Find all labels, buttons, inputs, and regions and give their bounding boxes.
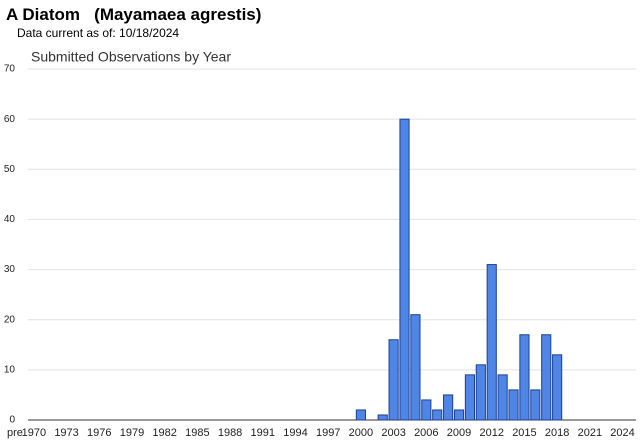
bar: [519, 334, 530, 421]
x-tick-label: 2015: [512, 427, 536, 439]
x-tick-label: 1979: [120, 427, 144, 439]
x-tick-label: 1994: [283, 427, 307, 439]
x-tick-label: 2003: [381, 427, 405, 439]
bar: [432, 409, 443, 421]
x-tick-label: 2009: [447, 427, 471, 439]
x-tick-label: 1991: [251, 427, 275, 439]
bar: [530, 389, 541, 421]
page-subtitle: Data current as of: 10/18/2024: [17, 26, 180, 40]
page-title: A Diatom (Mayamaea agrestis): [6, 5, 262, 24]
x-tick-label: 2024: [610, 427, 634, 439]
chart-title: Submitted Observations by Year: [31, 49, 231, 65]
y-tick-label: 60: [4, 114, 16, 125]
bar: [486, 264, 497, 421]
bar: [410, 314, 421, 421]
bar: [355, 409, 366, 421]
x-tick-label: 1976: [87, 427, 111, 439]
x-tick-label: pre: [7, 427, 23, 439]
x-tick-label: 1997: [316, 427, 340, 439]
x-tick-label: 2006: [414, 427, 438, 439]
x-tick-label: 1973: [54, 427, 78, 439]
bar: [453, 409, 465, 421]
bar: [421, 399, 432, 421]
x-tick-label: 2021: [578, 427, 602, 439]
bar: [508, 389, 519, 421]
y-tick-label: 40: [4, 214, 16, 225]
bar: [475, 364, 486, 421]
y-tick-label: 10: [4, 364, 16, 375]
x-tick-label: 2000: [349, 427, 373, 439]
x-tick-label: 2012: [479, 427, 503, 439]
bar: [399, 118, 410, 421]
y-tick-label: 20: [4, 314, 16, 325]
bar: [552, 354, 563, 421]
y-tick-label: 70: [4, 64, 16, 75]
bar: [377, 414, 388, 421]
y-tick-label: 50: [4, 164, 16, 175]
y-tick-label: 30: [4, 264, 16, 275]
x-tick-label: 1982: [152, 427, 176, 439]
bar: [443, 394, 454, 421]
bar: [541, 334, 552, 421]
y-tick-label: 0: [9, 415, 15, 426]
x-tick-label: 1970: [22, 427, 46, 439]
x-tick-label: 1985: [185, 427, 209, 439]
x-tick-label: 1988: [218, 427, 242, 439]
bar: [497, 374, 508, 421]
bar: [388, 339, 399, 421]
x-tick-label: 2018: [545, 427, 569, 439]
bar: [464, 374, 476, 421]
